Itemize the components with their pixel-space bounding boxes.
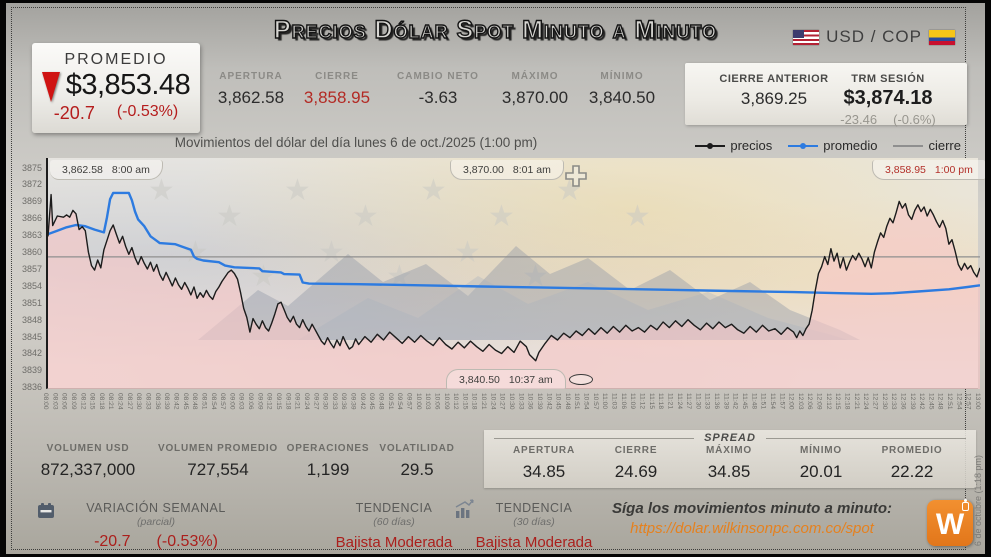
annotation-low: 3,840.50 10:37 am (446, 369, 566, 389)
us-flag-icon (793, 29, 820, 45)
trm-change: -23.46 (840, 112, 878, 127)
svg-text:★: ★ (352, 200, 379, 233)
follow-text: Síga los movimientos minuto a minuto: (611, 500, 893, 517)
precios-line (48, 193, 980, 362)
promedio-change-pct: (-0.53%) (116, 103, 179, 120)
y-axis-labels: 3875 3872 3869 3866 3863 3860 3857 3854 3851 3848… (21, 162, 42, 393)
mountains-watermark (198, 246, 860, 340)
annotation-open: 3,862.58 8:00 am (50, 160, 163, 180)
variacion-semanal: VARIACIÓN SEMANAL (parcial) -20.7 (-0.53… (86, 501, 226, 550)
spread-title: SPREAD (704, 432, 756, 444)
page-title: Precios Dólar Spot Minuto a Minuto (273, 15, 718, 44)
spread-maximo: MÁXIMO 34.85 (706, 445, 752, 481)
colombia-flag-icon (929, 29, 955, 45)
trm-change-pct: (-0.6%) (893, 112, 936, 127)
cierre-anterior: CIERRE ANTERIOR 3,869.25 (719, 73, 829, 108)
stat-cambio-neto: CAMBIO NETO -3.63 (397, 71, 479, 107)
currency-pair: USD / COP (793, 27, 955, 47)
promedio-label: PROMEDIO (64, 51, 168, 68)
legend-promedio[interactable]: promedio (788, 138, 877, 153)
spread-promedio: PROMEDIO 22.22 (881, 445, 943, 481)
operaciones: OPERACIONES 1,199 (286, 443, 370, 479)
precios-line-swatch (695, 142, 726, 149)
svg-text:★: ★ (386, 260, 413, 293)
side-date-note: 6 de octubre (1:18 pm) (973, 454, 983, 546)
stat-apertura: APERTURA 3,862.58 (217, 71, 285, 107)
spread-minimo: MÍNIMO 20.01 (799, 445, 843, 481)
price-chart[interactable]: ★ ★ ★ ★ ★ ★ ★ ★ ★ ★ ★ ★ ★ ★ (46, 158, 980, 389)
tendencia-60: TENDENCIA (60 días) Bajista Moderada (335, 501, 453, 551)
flag-stars-watermark: ★★★ ★★★ ★★★ ★★★ ★★ (148, 174, 651, 293)
chart-plot: ★★★ ★★★ ★★★ ★★★ ★★ (48, 174, 980, 389)
logo-spray-icon (962, 499, 969, 511)
x-axis-labels: 08:00 08:03 08:06 08:09 08:12 08:15 08:18 08:21… (42, 393, 981, 410)
svg-text:★: ★ (420, 174, 447, 207)
volumen-promedio: VOLUMEN PROMEDIO 727,554 (157, 443, 279, 479)
tendencia-30: TENDENCIA (30 días) Bajista Moderada (475, 501, 593, 551)
trm-sesion: TRM SESIÓN $3,874.18 -23.46 (-0.6%) (840, 73, 936, 127)
legend-precios[interactable]: precios (695, 138, 772, 153)
follow-url-link[interactable]: https://dolar.wilkinsonpc.com.co/spot (630, 520, 874, 537)
spread-apertura: APERTURA 34.85 (513, 445, 575, 481)
spread-cierre: CIERRE 24.69 (614, 445, 658, 481)
svg-text:★: ★ (624, 200, 651, 233)
promedio-change: -20.7 (53, 103, 95, 123)
promedio-panel: PROMEDIO $3,853.48 -20.7 (-0.53%) (32, 43, 200, 133)
down-arrow-icon (41, 71, 60, 102)
wilkinsonpc-logo[interactable]: W (927, 499, 973, 546)
follow-callout: Síga los movimientos minuto a minuto: ht… (586, 500, 918, 537)
cierre-line-swatch (893, 144, 924, 147)
promedio-line-swatch (788, 142, 819, 149)
trend-chart-icon (455, 499, 474, 518)
previous-close-panel: CIERRE ANTERIOR 3,869.25 TRM SESIÓN $3,8… (685, 63, 967, 127)
volatilidad: VOLATILIDAD 29.5 (379, 443, 455, 479)
spread-panel: SPREAD APERTURA 34.85 CIERRE 24.69 MÁXIM… (484, 430, 976, 488)
svg-text:★: ★ (182, 236, 209, 269)
stat-cierre: CIERRE 3,858.95 (303, 71, 371, 107)
crosshair-icon[interactable] (564, 164, 588, 188)
svg-text:★: ★ (250, 260, 277, 293)
svg-text:★: ★ (216, 200, 243, 233)
annotation-high: 3,870.00 8:01 am (450, 160, 564, 180)
svg-text:★: ★ (284, 174, 311, 207)
promedio-value: $3,853.48 (65, 69, 191, 101)
variacion-change: -20.7 (94, 533, 131, 550)
svg-text:★: ★ (488, 200, 515, 233)
promedio-line (48, 191, 980, 295)
legend-cierre[interactable]: cierre (893, 138, 961, 153)
volumen-usd: VOLUMEN USD 872,337,000 (40, 443, 136, 479)
stat-maximo: MÁXIMO 3,870.00 (501, 71, 569, 107)
oval-marker-icon[interactable] (569, 374, 593, 385)
chart-legend: precios promedio cierre (695, 138, 961, 153)
chart-subtitle: Movimientos del dólar del día lunes 6 de… (174, 135, 538, 150)
svg-text:★: ★ (454, 236, 481, 269)
pair-label: USD / COP (826, 27, 922, 46)
variacion-change-pct: (-0.53%) (156, 533, 218, 550)
svg-text:★: ★ (318, 236, 345, 269)
annotation-close: 3,858.95 1:00 pm (872, 160, 985, 180)
calendar-icon (38, 503, 54, 518)
stat-minimo: MÍNIMO 3,840.50 (588, 71, 656, 107)
